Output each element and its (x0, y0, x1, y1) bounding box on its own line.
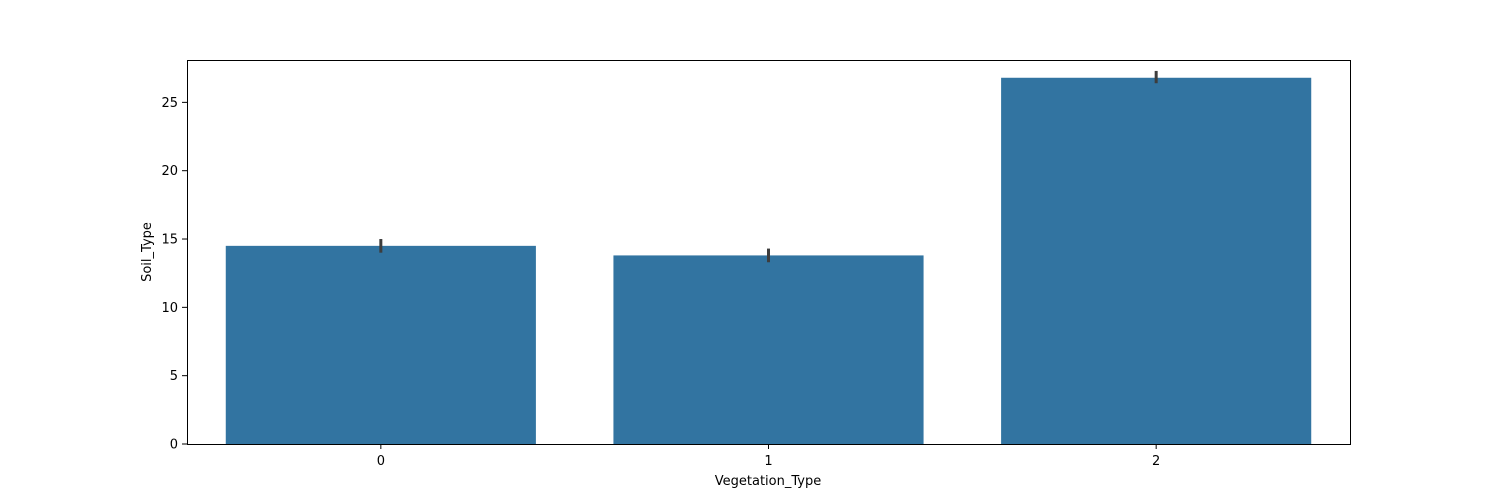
y-axis: 0 5 10 15 20 25 (161, 96, 187, 453)
y-tick-label: 0 (170, 438, 178, 453)
bar-2 (1001, 77, 1312, 444)
error-bars-group (379, 70, 1158, 263)
y-tick-label: 10 (161, 301, 178, 316)
y-tick-label: 25 (161, 96, 178, 111)
bar-0 (225, 245, 536, 444)
y-tick-label: 20 (161, 164, 178, 179)
x-axis-label: Vegetation_Type (715, 474, 821, 489)
y-tick-label: 15 (161, 233, 178, 248)
x-tick-label: 2 (1152, 454, 1160, 469)
y-axis-label: Soil_Type (140, 222, 155, 282)
y-tick-label: 5 (170, 369, 178, 384)
x-tick-label: 0 (377, 454, 385, 469)
bar-1 (613, 255, 924, 444)
x-tick-label: 1 (764, 454, 772, 469)
x-axis: 0 1 2 (377, 444, 1160, 469)
bars-group (225, 77, 1312, 444)
